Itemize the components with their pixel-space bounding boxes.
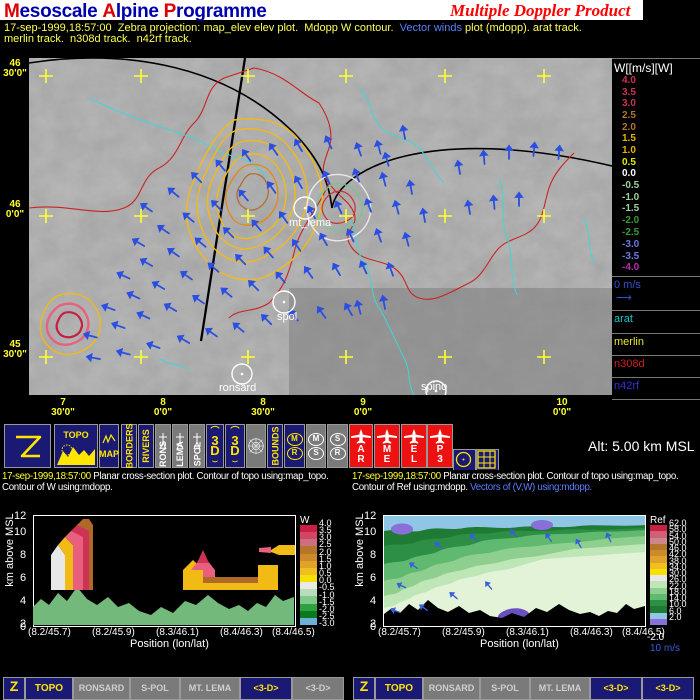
svg-text:spol: spol: [277, 311, 297, 323]
svg-text:ronsard: ronsard: [219, 382, 256, 394]
svg-text:spino: spino: [421, 381, 447, 393]
svg-text:mt_lema: mt_lema: [289, 217, 332, 229]
